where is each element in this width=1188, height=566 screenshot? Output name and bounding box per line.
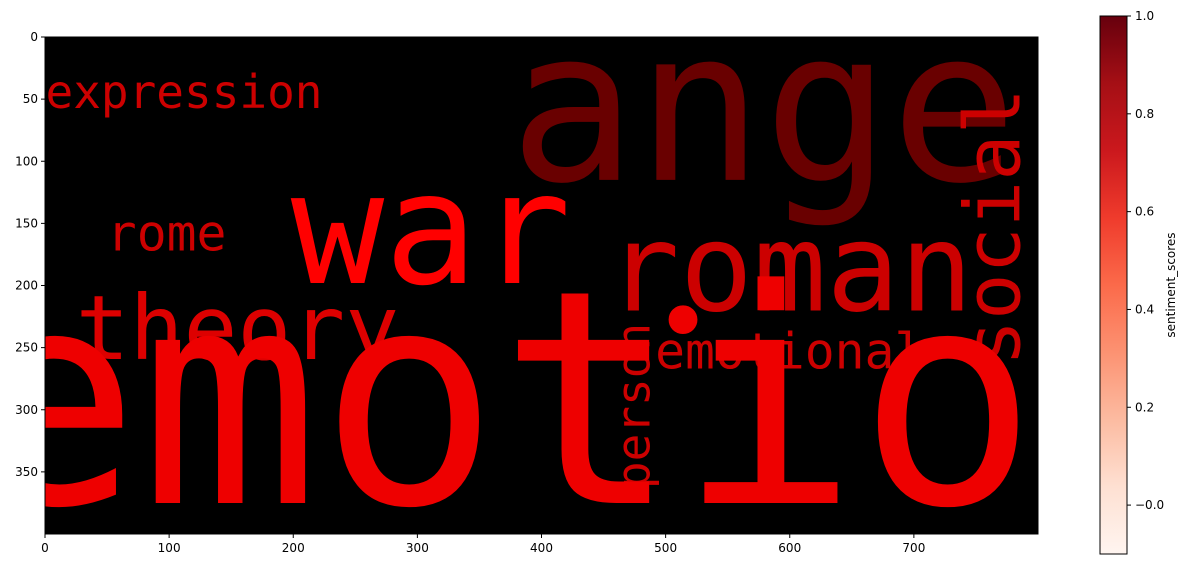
colorbar-ticks: −0.0 0.2 0.4 0.6 0.8 1.0 xyxy=(1127,9,1164,512)
y-tick-label: 100 xyxy=(15,154,38,168)
word-theory: theory xyxy=(76,277,399,381)
word-dot: • xyxy=(653,265,713,380)
colorbar-gradient xyxy=(1099,15,1128,555)
x-tick-label: 0 xyxy=(41,541,49,555)
x-tick-label: 600 xyxy=(778,541,801,555)
x-tick-label: 200 xyxy=(282,541,305,555)
y-tick-label: 250 xyxy=(15,341,38,355)
word-emotional: emotional xyxy=(655,323,924,381)
y-axis-ticks: 0 50 100 150 200 250 300 350 xyxy=(15,30,45,479)
x-axis-ticks: 0 100 200 300 400 500 600 700 xyxy=(41,534,925,555)
word-expression: expression xyxy=(46,65,323,119)
x-tick-label: 300 xyxy=(406,541,429,555)
colorbar-tick-label: 0.6 xyxy=(1135,205,1154,219)
y-tick-label: 350 xyxy=(15,465,38,479)
x-tick-label: 700 xyxy=(902,541,925,555)
x-tick-label: 500 xyxy=(654,541,677,555)
y-tick-label: 50 xyxy=(23,92,38,106)
word-anger: anger xyxy=(509,0,1145,230)
y-tick-label: 0 xyxy=(30,30,38,44)
x-tick-label: 100 xyxy=(158,541,181,555)
word-war: war xyxy=(291,139,572,320)
x-tick-label: 400 xyxy=(530,541,553,555)
y-tick-label: 200 xyxy=(15,279,38,293)
colorbar-tick-label: 0.2 xyxy=(1135,400,1154,414)
colorbar-label: sentiment_scores xyxy=(1164,232,1178,337)
word-emotion: emotion xyxy=(0,227,1188,566)
colorbar-tick-label: 1.0 xyxy=(1135,9,1154,23)
colorbar-tick-label: −0.0 xyxy=(1135,498,1164,512)
word-person: person xyxy=(606,323,660,489)
colorbar-tick-label: 0.8 xyxy=(1135,107,1154,121)
y-tick-label: 300 xyxy=(15,403,38,417)
word-social: social xyxy=(949,88,1038,366)
word-rome: rome xyxy=(107,205,227,263)
wordcloud-background xyxy=(45,37,1038,534)
colorbar: −0.0 0.2 0.4 0.6 0.8 1.0 sentiment_scores xyxy=(1099,9,1178,555)
y-tick-label: 150 xyxy=(15,216,38,230)
word-roman: roman xyxy=(606,197,973,339)
colorbar-tick-label: 0.4 xyxy=(1135,302,1154,316)
